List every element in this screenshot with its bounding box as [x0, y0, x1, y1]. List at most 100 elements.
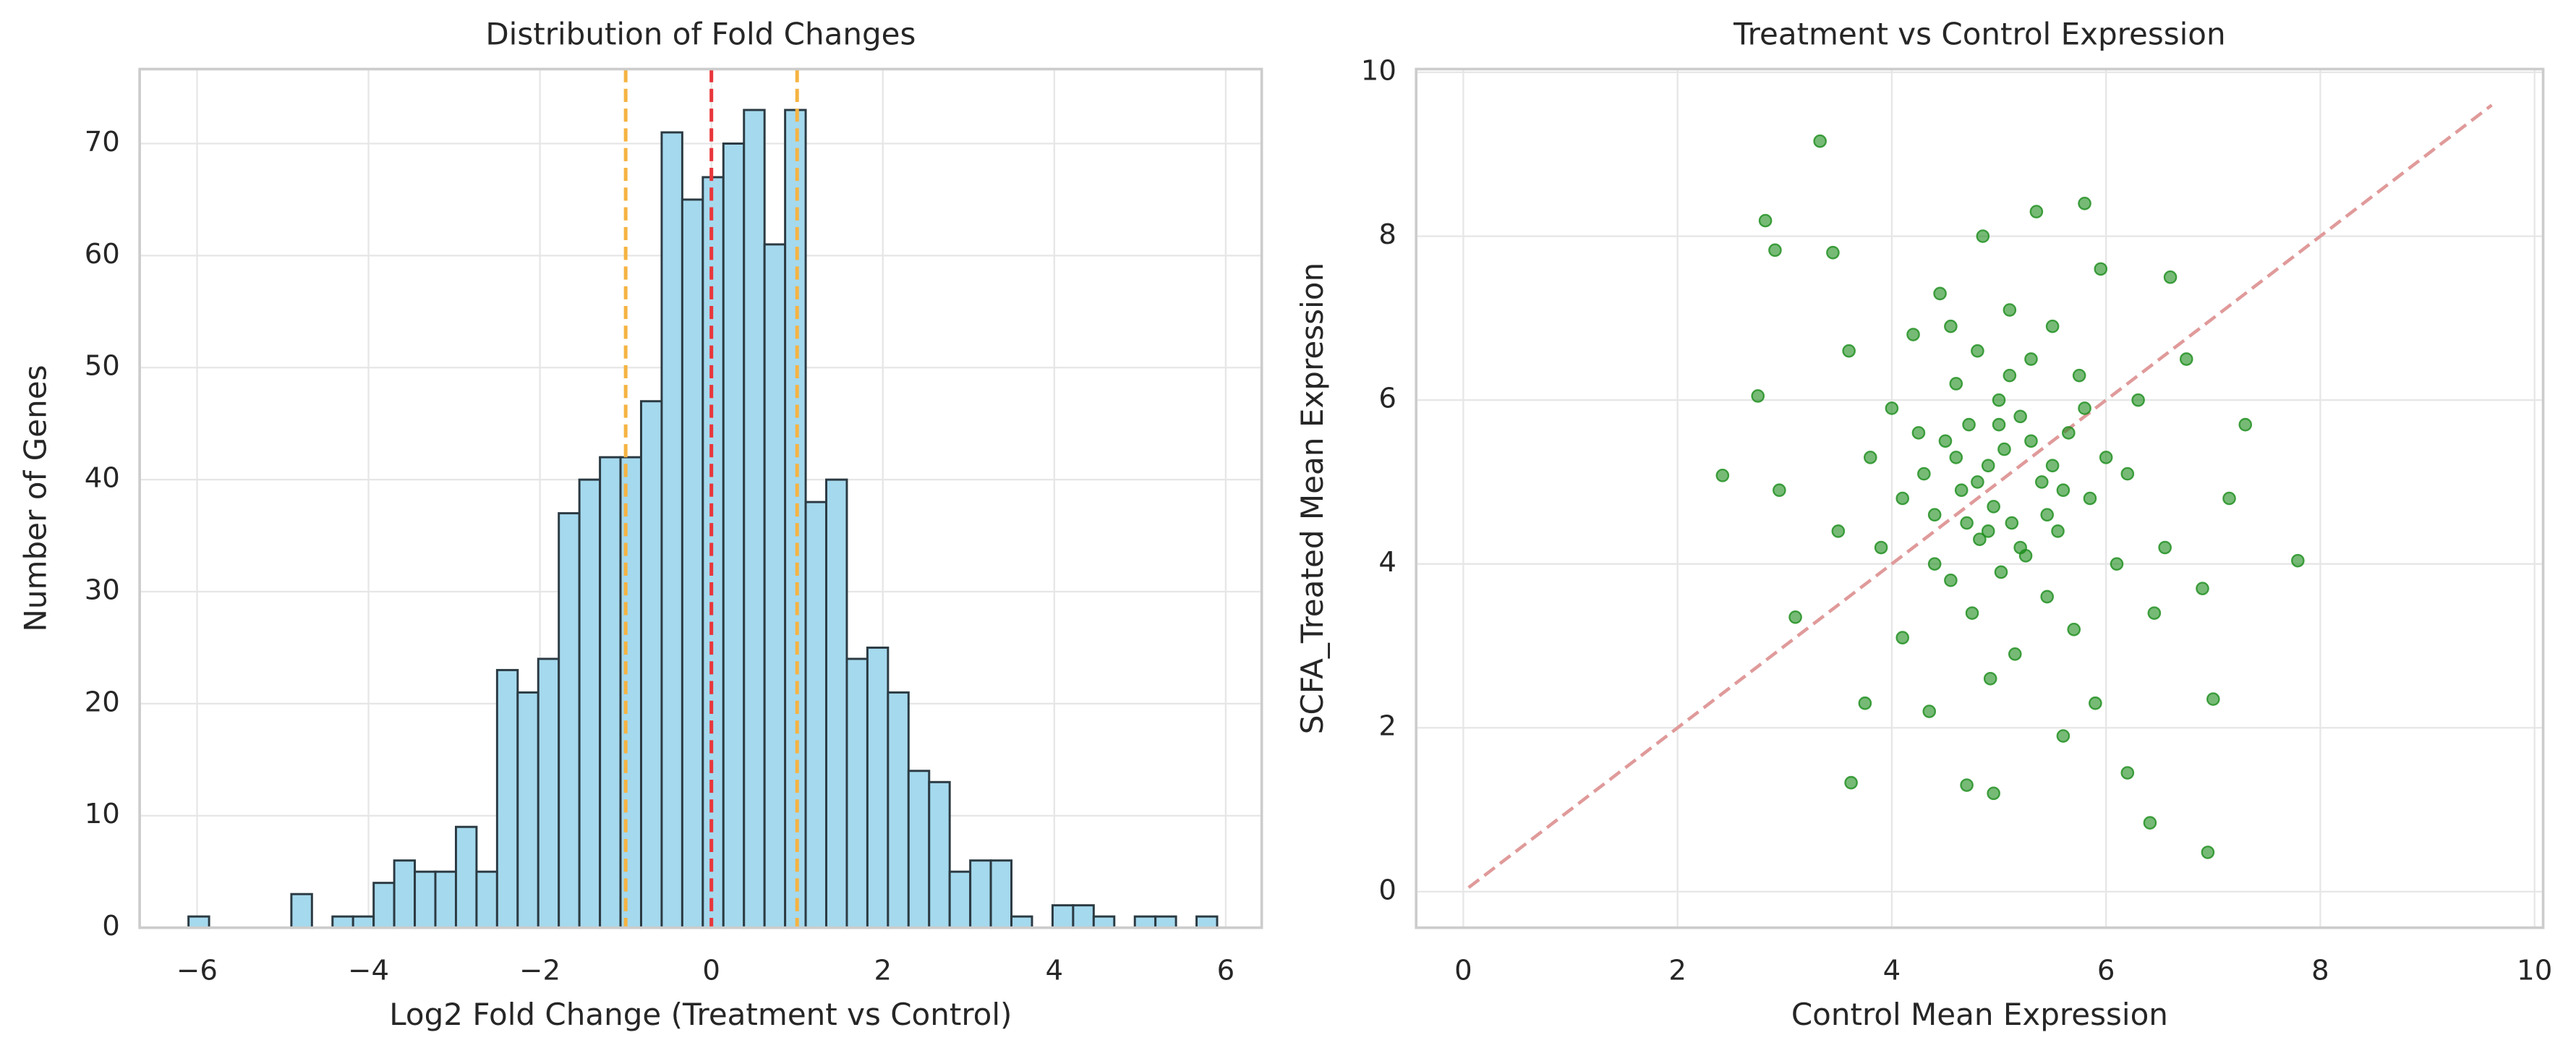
bar — [434, 870, 457, 929]
point — [1954, 483, 1969, 498]
point — [1842, 344, 1856, 358]
point — [2206, 692, 2220, 706]
bar — [1072, 904, 1095, 929]
x-tick-label: 10 — [2517, 955, 2552, 987]
point — [1987, 786, 2000, 801]
bar — [989, 859, 1013, 929]
point — [1826, 245, 1840, 260]
bar — [454, 825, 478, 929]
bar — [866, 646, 890, 929]
point — [1971, 344, 1984, 358]
y-tick-label: 30 — [85, 574, 120, 606]
x-tick-label: 0 — [1454, 955, 1472, 987]
point — [1992, 393, 2006, 407]
point — [2083, 491, 2097, 506]
bar — [1010, 915, 1033, 929]
point — [2078, 196, 2091, 210]
x-tick-label: 6 — [1217, 955, 1235, 987]
bar — [907, 770, 931, 929]
x-tick-label: 8 — [2311, 955, 2329, 987]
x-tick-label: 4 — [1883, 955, 1901, 987]
point — [2120, 467, 2135, 481]
bar — [1133, 915, 1157, 929]
x-tick-label: −2 — [519, 955, 560, 987]
bar — [290, 893, 313, 929]
point — [2158, 540, 2172, 555]
point — [1997, 442, 2011, 456]
point — [2024, 434, 2038, 448]
point — [1831, 524, 1846, 538]
point — [1895, 491, 1910, 506]
reference-line — [1467, 103, 2493, 889]
x-tick-label: −6 — [176, 955, 218, 987]
x-tick-label: 6 — [2097, 955, 2115, 987]
point — [2196, 582, 2209, 595]
bar — [516, 691, 539, 929]
point — [1938, 434, 1953, 448]
bar — [928, 780, 951, 929]
bar — [558, 512, 581, 929]
point — [1992, 417, 2006, 432]
bar — [660, 131, 683, 929]
point — [2072, 368, 2086, 383]
bar — [331, 915, 354, 929]
point — [2120, 766, 2135, 780]
point — [2143, 816, 2157, 830]
point — [1944, 319, 1958, 333]
y-tick-label: 8 — [1378, 218, 1396, 251]
bar — [475, 870, 498, 929]
y-tick-label: 40 — [85, 462, 120, 495]
point — [2078, 401, 2091, 415]
bar — [578, 478, 602, 929]
point — [2003, 303, 2017, 317]
point — [2005, 516, 2019, 530]
bar — [599, 456, 622, 929]
y-tick-label: 10 — [85, 798, 120, 830]
bar — [804, 501, 827, 929]
bar — [619, 456, 642, 929]
point — [2003, 368, 2017, 383]
bar — [743, 108, 766, 929]
bar — [825, 478, 848, 929]
y-axis-label: Number of Genes — [18, 365, 54, 632]
y-tick-label: 2 — [1378, 710, 1396, 743]
point — [1933, 286, 1947, 301]
bar — [763, 243, 787, 929]
point — [2040, 589, 2055, 604]
point — [1981, 524, 1995, 538]
y-tick-label: 70 — [85, 126, 120, 158]
point — [1960, 516, 1974, 530]
point — [2029, 205, 2044, 218]
point — [1773, 483, 1786, 498]
point — [1768, 243, 1782, 257]
point — [2099, 451, 2113, 464]
bar — [681, 198, 704, 929]
point — [2131, 393, 2145, 407]
point — [1944, 574, 1958, 587]
bar — [722, 142, 746, 929]
point — [2094, 262, 2108, 276]
point — [2222, 491, 2236, 506]
point — [1863, 451, 1877, 464]
point — [1758, 213, 1773, 228]
point — [1971, 475, 1984, 489]
point — [2163, 270, 2178, 284]
bar — [1154, 915, 1177, 929]
point — [2045, 459, 2060, 473]
point — [2056, 729, 2070, 743]
point — [2062, 426, 2076, 440]
bar — [414, 870, 437, 929]
y-axis-label: SCFA_Treated Mean Expression — [1295, 263, 1330, 734]
axes-frame — [1415, 67, 2545, 929]
point — [2067, 622, 2081, 636]
point — [2008, 647, 2022, 661]
point — [1927, 508, 1942, 522]
bar — [351, 915, 375, 929]
point — [2179, 352, 2193, 366]
bar — [969, 859, 992, 929]
bar — [1195, 915, 1219, 929]
bar — [372, 882, 396, 929]
point — [1965, 606, 1979, 620]
point — [2013, 409, 2027, 424]
